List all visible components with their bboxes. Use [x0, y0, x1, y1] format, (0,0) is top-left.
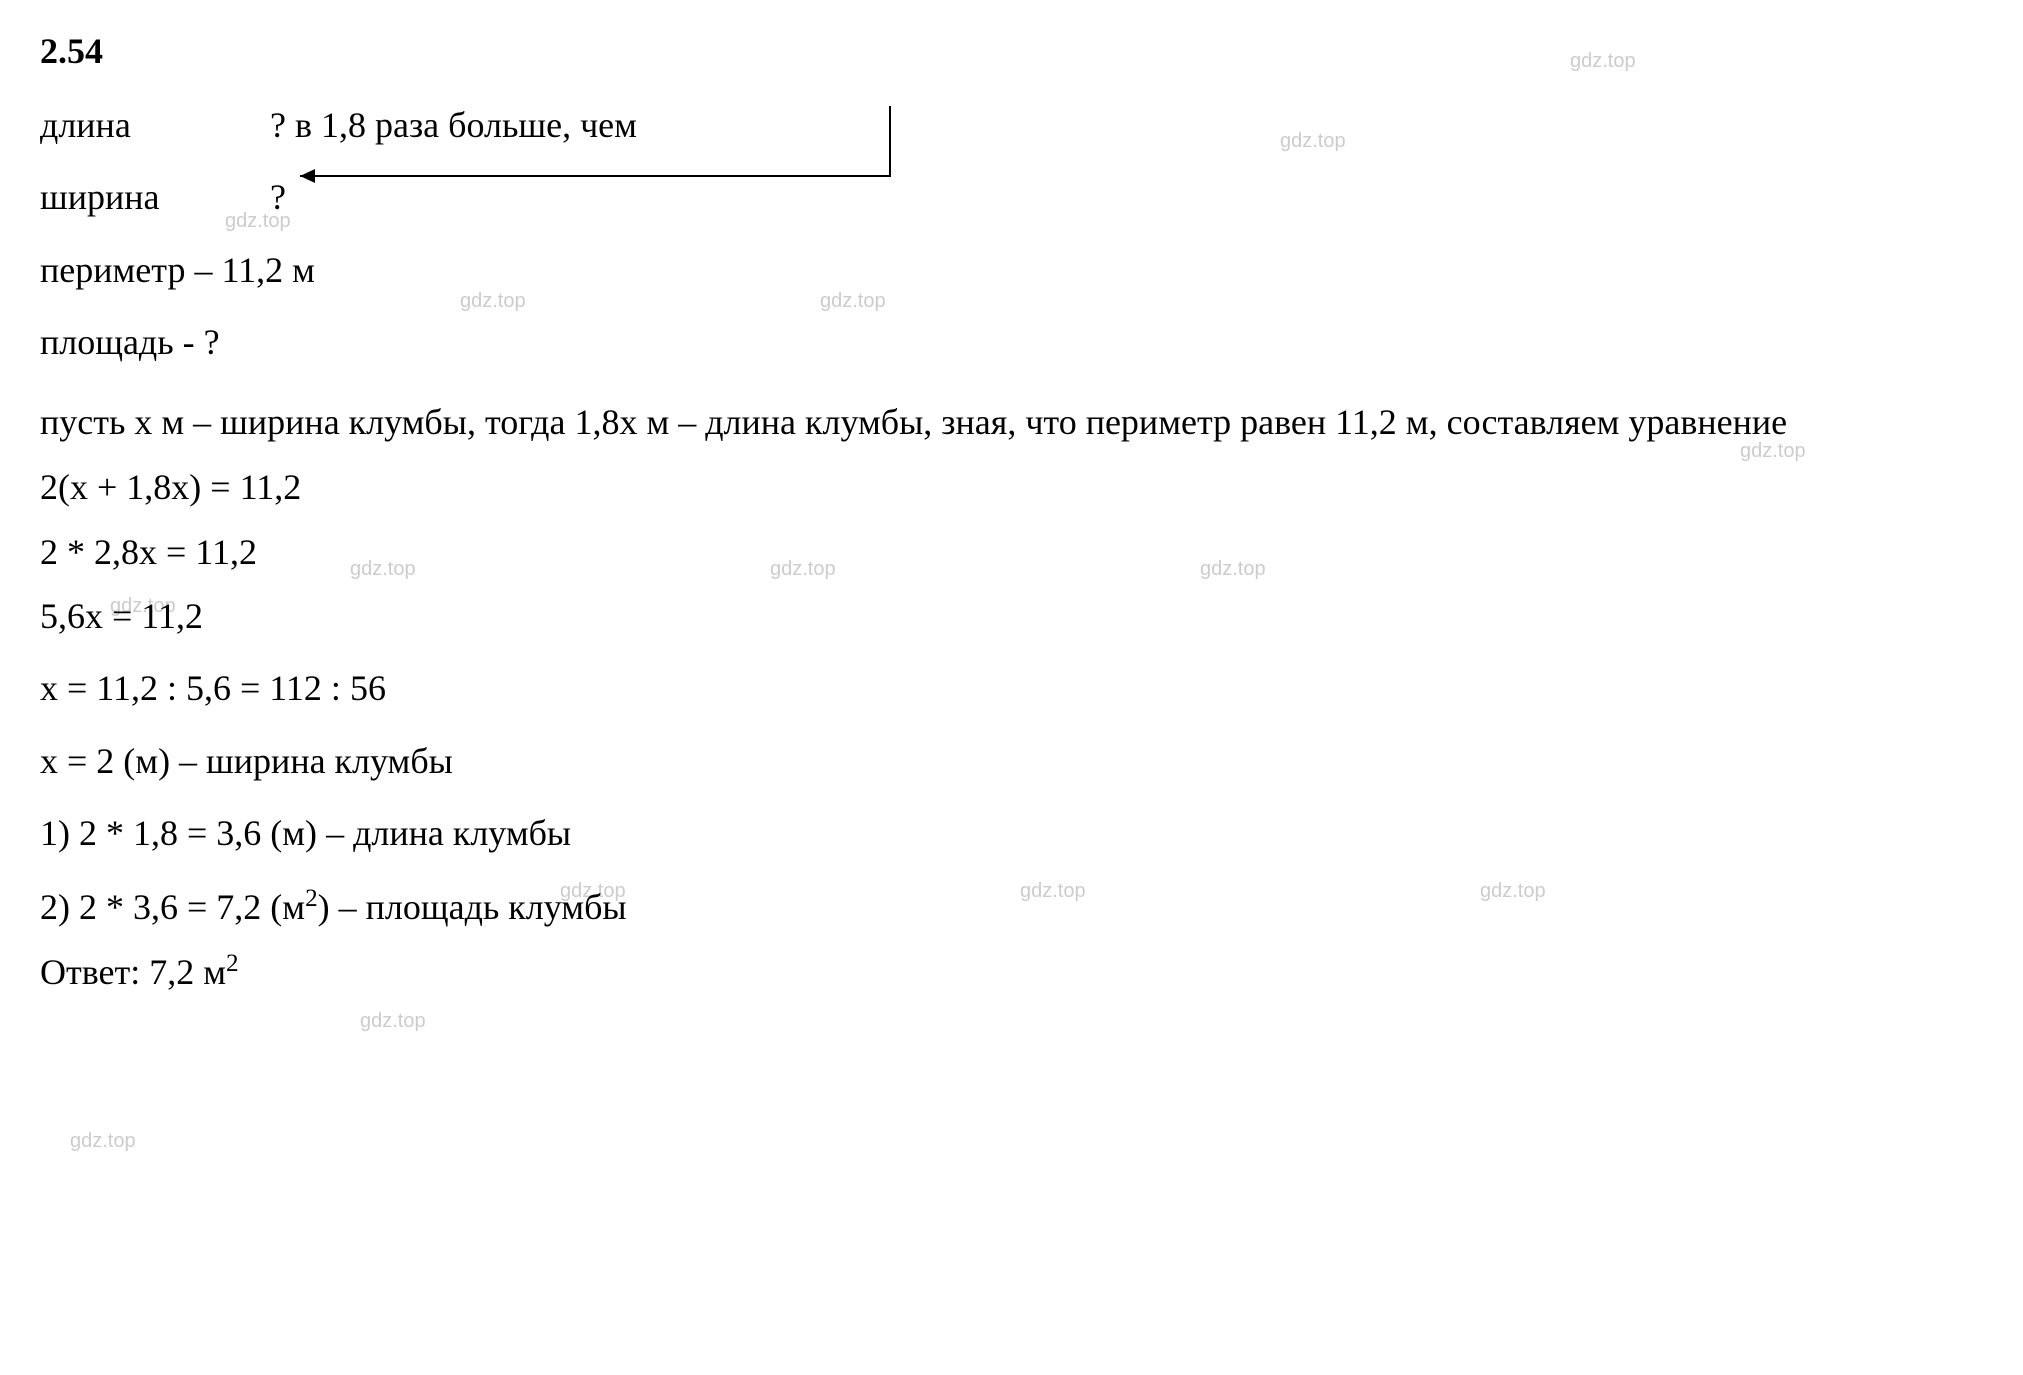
given-perimeter: периметр – 11,2 м — [40, 245, 1983, 295]
given-length-row: длина ? в 1,8 раза больше, чем — [40, 100, 1983, 150]
step-2: 2) 2 * 3,6 = 7,2 (м2) – площадь клумбы — [40, 881, 1983, 932]
step-2-exponent: 2 — [305, 885, 318, 912]
step-1: 1) 2 * 1,8 = 3,6 (м) – длина клумбы — [40, 808, 1983, 858]
equation-5: х = 2 (м) – ширина клумбы — [40, 736, 1983, 786]
given-length-label: длина — [40, 100, 270, 150]
answer-exponent: 2 — [226, 950, 239, 977]
equation-4: х = 11,2 : 5,6 = 112 : 56 — [40, 663, 1983, 713]
equation-2: 2 * 2,8х = 11,2 — [40, 527, 1983, 577]
equation-1: 2(х + 1,8х) = 11,2 — [40, 462, 1983, 512]
watermark: gdz.top — [70, 1130, 136, 1153]
given-width-value: ? — [270, 172, 286, 222]
step-1-desc: – длина клумбы — [317, 813, 571, 853]
answer: Ответ: 7,2 м2 — [40, 946, 1983, 997]
given-width-row: ширина ? — [40, 172, 1983, 222]
equation-3: 5,6х = 11,2 — [40, 591, 1983, 641]
given-length-value: ? в 1,8 раза больше, чем — [270, 100, 637, 150]
answer-text: Ответ: 7,2 м — [40, 952, 226, 992]
step-2-desc: ) – площадь клумбы — [318, 887, 627, 927]
given-area: площадь - ? — [40, 317, 1983, 367]
watermark: gdz.top — [360, 1010, 426, 1033]
problem-number: 2.54 — [40, 30, 1983, 72]
setup-paragraph: пусть х м – ширина клумбы, тогда 1,8х м … — [40, 398, 1940, 447]
given-width-label: ширина — [40, 172, 270, 222]
step-2-calc: 2) 2 * 3,6 = 7,2 (м — [40, 887, 305, 927]
step-1-calc: 1) 2 * 1,8 = 3,6 (м) — [40, 813, 317, 853]
